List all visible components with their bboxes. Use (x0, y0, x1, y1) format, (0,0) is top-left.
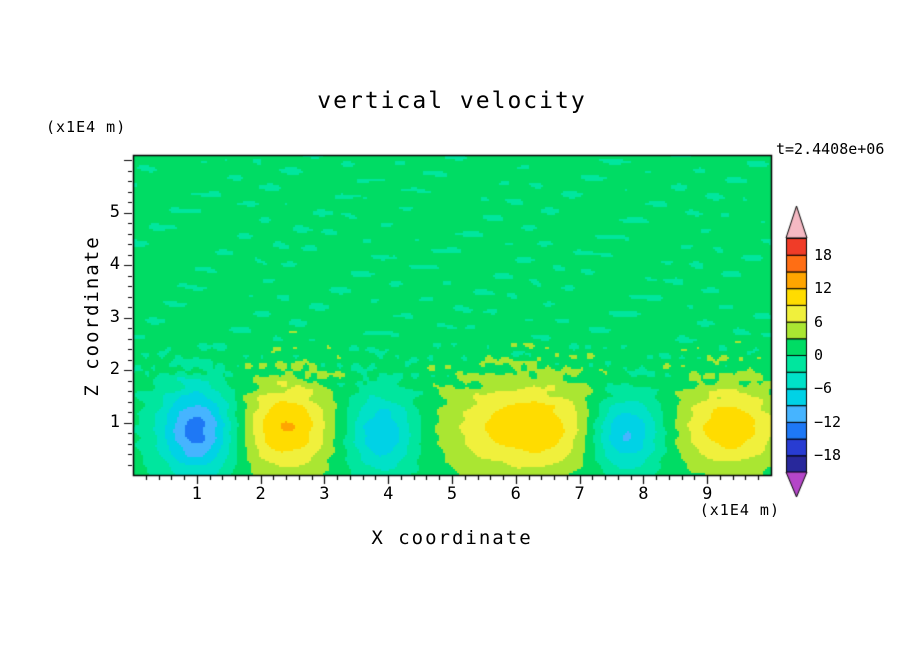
colorbar-tick-label: 18 (814, 245, 833, 264)
y-tick-label: 1 (109, 411, 120, 432)
colorbar-tick-label: 0 (814, 346, 824, 364)
colorbar-tick-label: 6 (814, 312, 824, 331)
x-tick-label: 3 (319, 484, 330, 504)
x-axis-title: X coordinate (371, 527, 533, 549)
x-axis-unit: (x1E4 m) (699, 501, 780, 519)
colorbar-tick-label: −18 (814, 446, 842, 465)
timestamp: t=2.4408e+06 (776, 140, 885, 158)
colorbar-tick-label: −12 (814, 412, 842, 431)
y-axis-unit: (x1E4 m) (46, 118, 127, 136)
y-tick-label: 2 (109, 359, 120, 380)
x-tick-label: 6 (510, 484, 521, 504)
x-tick-label: 8 (638, 484, 649, 504)
chart-title: vertical velocity (317, 88, 587, 114)
x-tick-label: 1 (191, 484, 202, 504)
x-tick-label: 5 (446, 484, 458, 504)
x-tick-label: 7 (574, 484, 585, 504)
colorbar-tick-label: −6 (814, 379, 833, 398)
y-tick-label: 3 (109, 306, 120, 327)
y-tick-label: 5 (109, 201, 120, 222)
x-tick-label: 2 (255, 484, 266, 504)
colorbar-tick-label: 12 (814, 279, 833, 298)
x-tick-label: 4 (383, 484, 394, 504)
x-tick-label: 9 (702, 484, 713, 504)
y-tick-label: 4 (109, 254, 120, 275)
